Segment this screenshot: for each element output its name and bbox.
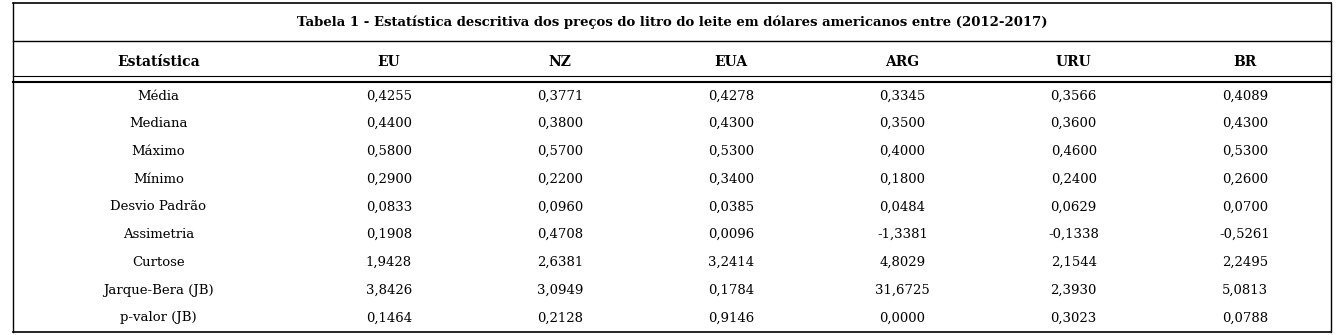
- Text: 2,6381: 2,6381: [536, 256, 583, 269]
- Text: 0,2600: 0,2600: [1222, 173, 1267, 186]
- Bar: [13, 165, 1331, 193]
- Text: 0,0385: 0,0385: [708, 200, 754, 213]
- Text: 0,0000: 0,0000: [879, 311, 926, 324]
- Text: 0,0700: 0,0700: [1222, 200, 1267, 213]
- Bar: [13, 193, 1331, 221]
- Text: 0,3800: 0,3800: [538, 117, 583, 130]
- Text: 0,2400: 0,2400: [1051, 173, 1097, 186]
- Text: 0,3400: 0,3400: [708, 173, 754, 186]
- Bar: [13, 41, 1331, 82]
- Bar: [13, 110, 1331, 138]
- Text: Tabela 1 - Estatística descritiva dos preços do litro do leite em dólares americ: Tabela 1 - Estatística descritiva dos pr…: [297, 15, 1047, 29]
- Text: 0,0484: 0,0484: [879, 200, 926, 213]
- Bar: [13, 82, 1331, 110]
- Text: 0,9146: 0,9146: [708, 311, 754, 324]
- Text: 0,1464: 0,1464: [366, 311, 411, 324]
- Text: 0,3023: 0,3023: [1051, 311, 1097, 324]
- Bar: [13, 221, 1331, 249]
- Bar: [13, 3, 1331, 41]
- Text: 0,4300: 0,4300: [708, 117, 754, 130]
- Text: 0,4278: 0,4278: [708, 89, 754, 103]
- Text: Mediana: Mediana: [129, 117, 188, 130]
- Text: 0,5800: 0,5800: [366, 145, 411, 158]
- Text: 0,3500: 0,3500: [879, 117, 926, 130]
- Text: Máximo: Máximo: [132, 145, 185, 158]
- Bar: [13, 276, 1331, 304]
- Text: 0,2200: 0,2200: [538, 173, 583, 186]
- Text: 5,0813: 5,0813: [1222, 283, 1267, 296]
- Text: 0,1784: 0,1784: [708, 283, 754, 296]
- Bar: [13, 304, 1331, 332]
- Text: 3,2414: 3,2414: [708, 256, 754, 269]
- Text: ARG: ARG: [886, 55, 919, 69]
- Text: 0,0788: 0,0788: [1222, 311, 1267, 324]
- Text: 0,4600: 0,4600: [1051, 145, 1097, 158]
- Text: Curtose: Curtose: [132, 256, 184, 269]
- Text: 2,2495: 2,2495: [1222, 256, 1267, 269]
- Text: BR: BR: [1234, 55, 1257, 69]
- Bar: [13, 249, 1331, 276]
- Text: 0,0096: 0,0096: [708, 228, 754, 241]
- Text: 3,0949: 3,0949: [536, 283, 583, 296]
- Text: 31,6725: 31,6725: [875, 283, 930, 296]
- Text: 0,4255: 0,4255: [366, 89, 411, 103]
- Text: 0,1800: 0,1800: [879, 173, 926, 186]
- Text: 0,5700: 0,5700: [538, 145, 583, 158]
- Text: 0,0960: 0,0960: [536, 200, 583, 213]
- Text: 0,0629: 0,0629: [1051, 200, 1097, 213]
- Text: 0,4300: 0,4300: [1222, 117, 1267, 130]
- Text: 0,0833: 0,0833: [366, 200, 413, 213]
- Text: Mínimo: Mínimo: [133, 173, 184, 186]
- Text: 0,4400: 0,4400: [366, 117, 411, 130]
- Text: 0,3566: 0,3566: [1051, 89, 1097, 103]
- Text: Média: Média: [137, 89, 179, 103]
- Text: 0,2128: 0,2128: [538, 311, 583, 324]
- Text: Desvio Padrão: Desvio Padrão: [110, 200, 207, 213]
- Text: -0,1338: -0,1338: [1048, 228, 1099, 241]
- Text: EU: EU: [378, 55, 401, 69]
- Text: 1,9428: 1,9428: [366, 256, 411, 269]
- Text: 0,1908: 0,1908: [366, 228, 411, 241]
- Text: 2,3930: 2,3930: [1051, 283, 1097, 296]
- Text: Estatística: Estatística: [117, 55, 200, 69]
- Text: 0,3771: 0,3771: [536, 89, 583, 103]
- Text: NZ: NZ: [548, 55, 571, 69]
- Text: Assimetria: Assimetria: [122, 228, 194, 241]
- Text: -0,5261: -0,5261: [1219, 228, 1270, 241]
- Text: p-valor (JB): p-valor (JB): [120, 311, 196, 324]
- Text: 0,4089: 0,4089: [1222, 89, 1267, 103]
- Bar: [13, 138, 1331, 165]
- Text: EUA: EUA: [715, 55, 747, 69]
- Text: 0,3600: 0,3600: [1051, 117, 1097, 130]
- Text: URU: URU: [1056, 55, 1091, 69]
- Text: 4,8029: 4,8029: [879, 256, 926, 269]
- Text: 0,5300: 0,5300: [708, 145, 754, 158]
- Text: -1,3381: -1,3381: [878, 228, 927, 241]
- Text: Jarque-Bera (JB): Jarque-Bera (JB): [103, 283, 214, 296]
- Text: 0,4000: 0,4000: [879, 145, 926, 158]
- Text: 0,5300: 0,5300: [1222, 145, 1267, 158]
- Text: 3,8426: 3,8426: [366, 283, 413, 296]
- Text: 0,3345: 0,3345: [879, 89, 926, 103]
- Text: 0,4708: 0,4708: [538, 228, 583, 241]
- Text: 0,2900: 0,2900: [366, 173, 411, 186]
- Text: 2,1544: 2,1544: [1051, 256, 1097, 269]
